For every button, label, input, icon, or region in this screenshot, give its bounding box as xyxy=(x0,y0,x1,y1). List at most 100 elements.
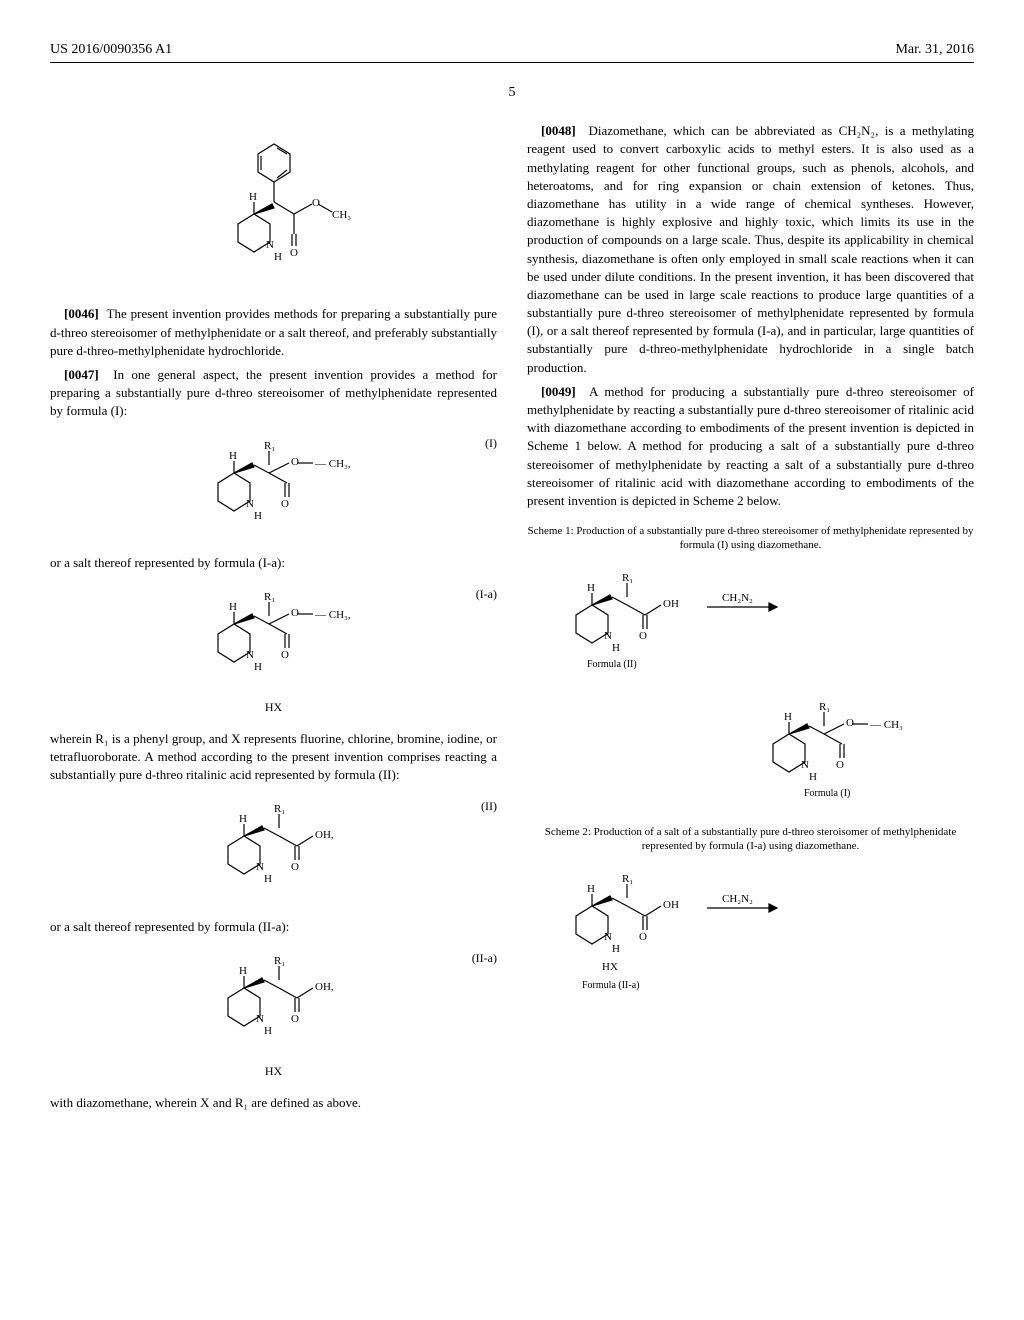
chem-svg-II: H R₁ OH, O N H xyxy=(189,798,359,898)
page-header: US 2016/0090356 A1 Mar. 31, 2016 xyxy=(50,40,974,63)
svg-text:Formula (I): Formula (I) xyxy=(804,788,850,799)
svg-text:H: H xyxy=(254,510,262,522)
chem-svg-phenyl: H O CH₃ O N H xyxy=(194,136,354,286)
text-after-I: or a salt thereof represented by formula… xyxy=(50,554,497,572)
svg-text:H: H xyxy=(264,1025,272,1037)
svg-text:O: O xyxy=(290,247,298,259)
scheme1-product: H R₁ O — CH₃ O N H Formula (I) xyxy=(527,696,974,811)
svg-text:CH₃: CH₃ xyxy=(332,209,351,221)
svg-text:OH,: OH, xyxy=(315,829,334,841)
ptext-0046: The present invention provides methods f… xyxy=(50,306,497,357)
svg-text:H: H xyxy=(274,251,282,263)
svg-text:H: H xyxy=(809,771,817,783)
svg-text:H: H xyxy=(254,661,262,673)
scheme2-title: Scheme 2: Production of a salt of a subs… xyxy=(527,825,974,854)
svg-text:OH: OH xyxy=(663,899,679,911)
chem-svg-scheme1-II: H R₁ OH O N H CH₂N₂ Formula (II) xyxy=(547,567,847,677)
para-0046: [0046] The present invention provides me… xyxy=(50,305,497,360)
svg-text:O: O xyxy=(846,717,854,729)
formula-IIa-label: (II-a) xyxy=(472,950,497,967)
formula-II-label: (II) xyxy=(481,798,497,815)
svg-text:H: H xyxy=(587,883,595,895)
ptext-0048: Diazomethane, which can be abbreviated a… xyxy=(527,123,974,374)
svg-text:R₁: R₁ xyxy=(622,873,633,885)
svg-text:O: O xyxy=(836,759,844,771)
svg-text:O: O xyxy=(291,607,299,619)
pnum-0046: [0046] xyxy=(64,306,99,321)
scheme1-reactant: H R₁ OH O N H CH₂N₂ Formula (II) xyxy=(527,567,974,682)
svg-text:R₁: R₁ xyxy=(274,803,285,815)
pub-date: Mar. 31, 2016 xyxy=(895,40,974,60)
svg-text:OH: OH xyxy=(663,598,679,610)
svg-text:R₁: R₁ xyxy=(274,955,285,967)
para-0048: [0048] Diazomethane, which can be abbrev… xyxy=(527,122,974,377)
pnum-0049: [0049] xyxy=(541,384,576,399)
hx-Ia: HX xyxy=(50,699,497,716)
formula-IIa-block: (II-a) H R₁ OH, O N H xyxy=(50,950,497,1080)
ptext-0047: In one general aspect, the present inven… xyxy=(50,367,497,418)
svg-text:R₁: R₁ xyxy=(622,572,633,584)
svg-text:H: H xyxy=(229,601,237,613)
two-column-layout: H O CH₃ O N H [0046] The present inventi… xyxy=(50,122,974,1118)
svg-text:N: N xyxy=(256,861,264,873)
chem-svg-scheme2-IIa: H R₁ OH O N H CH₂N₂ HX Formula (II-a) xyxy=(547,868,847,998)
svg-text:N: N xyxy=(801,759,809,771)
svg-text:R₁: R₁ xyxy=(819,701,830,713)
svg-text:— CH₃: — CH₃ xyxy=(869,719,903,731)
hx-IIa: HX xyxy=(50,1063,497,1080)
svg-text:— CH₃,: — CH₃, xyxy=(314,458,351,470)
svg-text:HX: HX xyxy=(602,961,618,973)
arrow-reagent-2: CH₂N₂ xyxy=(722,893,753,905)
chem-svg-Ia: H R₁ O — CH₃, O N H xyxy=(179,586,369,686)
svg-text:O: O xyxy=(639,630,647,642)
pnum-0048: [0048] xyxy=(541,123,576,138)
chem-svg-IIa: H R₁ OH, O N H xyxy=(189,950,359,1050)
ptext-0049: A method for producing a substantially p… xyxy=(527,384,974,508)
chem-svg-I: H R₁ O — CH₃, O N H xyxy=(179,435,369,535)
svg-text:O: O xyxy=(639,931,647,943)
svg-text:N: N xyxy=(246,649,254,661)
formula-I-block: (I) H xyxy=(50,435,497,540)
formula-Ia-label: (I-a) xyxy=(476,586,497,603)
svg-text:O: O xyxy=(312,197,320,209)
svg-text:H: H xyxy=(784,711,792,723)
left-column: H O CH₃ O N H [0046] The present inventi… xyxy=(50,122,497,1118)
formula-I-label: (I) xyxy=(485,435,497,452)
svg-text:N: N xyxy=(266,239,274,251)
svg-text:R₁: R₁ xyxy=(264,440,275,452)
formula-Ia-block: (I-a) H R₁ O — CH₃, O xyxy=(50,586,497,716)
svg-text:N: N xyxy=(604,931,612,943)
text-after-Ia: wherein R₁ is a phenyl group, and X repr… xyxy=(50,730,497,785)
svg-text:H: H xyxy=(249,191,257,203)
svg-text:H: H xyxy=(612,943,620,955)
scheme1-title: Scheme 1: Production of a substantially … xyxy=(527,524,974,553)
arrow-reagent-1: CH₂N₂ xyxy=(722,592,753,604)
svg-text:O: O xyxy=(281,498,289,510)
svg-text:— CH₃,: — CH₃, xyxy=(314,609,351,621)
para-0047: [0047] In one general aspect, the presen… xyxy=(50,366,497,421)
svg-text:O: O xyxy=(291,861,299,873)
svg-text:H: H xyxy=(587,582,595,594)
svg-text:H: H xyxy=(239,965,247,977)
svg-text:H: H xyxy=(264,873,272,885)
svg-text:O: O xyxy=(291,1013,299,1025)
svg-text:OH,: OH, xyxy=(315,981,334,993)
svg-text:H: H xyxy=(229,450,237,462)
svg-text:H: H xyxy=(612,642,620,654)
svg-text:N: N xyxy=(604,630,612,642)
formula-II-block: (II) H R₁ OH, O N H xyxy=(50,798,497,903)
right-column: [0048] Diazomethane, which can be abbrev… xyxy=(527,122,974,1118)
chem-svg-scheme1-I: H R₁ O — CH₃ O N H Formula (I) xyxy=(734,696,954,806)
para-0049: [0049] A method for producing a substant… xyxy=(527,383,974,510)
svg-text:R₁: R₁ xyxy=(264,591,275,603)
svg-text:H: H xyxy=(239,813,247,825)
page-number: 5 xyxy=(50,83,974,103)
text-final-left: with diazomethane, wherein X and R₁ are … xyxy=(50,1094,497,1112)
svg-text:O: O xyxy=(281,649,289,661)
svg-text:Formula (II): Formula (II) xyxy=(587,659,637,670)
pub-number: US 2016/0090356 A1 xyxy=(50,40,172,60)
svg-text:Formula (II-a): Formula (II-a) xyxy=(582,980,639,991)
svg-text:O: O xyxy=(291,456,299,468)
svg-text:N: N xyxy=(256,1013,264,1025)
text-after-II: or a salt thereof represented by formula… xyxy=(50,918,497,936)
